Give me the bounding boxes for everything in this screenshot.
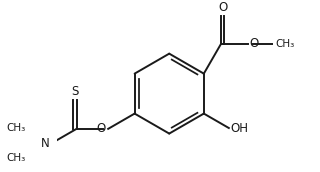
Text: OH: OH: [230, 121, 249, 135]
Text: CH₃: CH₃: [276, 39, 295, 49]
Text: CH₃: CH₃: [7, 123, 26, 133]
Text: O: O: [97, 122, 106, 135]
Text: S: S: [71, 85, 79, 98]
Text: N: N: [41, 137, 49, 150]
Text: O: O: [249, 37, 259, 50]
Text: CH₃: CH₃: [7, 153, 26, 163]
Text: O: O: [218, 1, 227, 14]
